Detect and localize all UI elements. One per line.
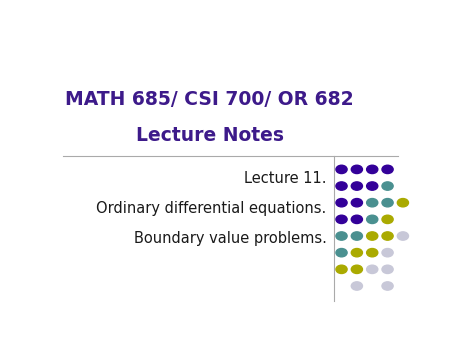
Circle shape: [382, 165, 393, 173]
Circle shape: [351, 265, 362, 273]
Circle shape: [367, 215, 378, 223]
Circle shape: [382, 282, 393, 290]
Circle shape: [367, 248, 378, 257]
Circle shape: [367, 265, 378, 273]
Circle shape: [336, 198, 347, 207]
Circle shape: [382, 265, 393, 273]
Circle shape: [382, 232, 393, 240]
Circle shape: [336, 215, 347, 223]
Circle shape: [367, 232, 378, 240]
Circle shape: [367, 182, 378, 190]
Circle shape: [397, 198, 409, 207]
Circle shape: [382, 248, 393, 257]
Circle shape: [351, 215, 362, 223]
Circle shape: [351, 198, 362, 207]
Circle shape: [336, 265, 347, 273]
Circle shape: [367, 165, 378, 173]
Circle shape: [367, 198, 378, 207]
Text: Lecture Notes: Lecture Notes: [136, 126, 284, 145]
Circle shape: [351, 248, 362, 257]
Text: Boundary value problems.: Boundary value problems.: [134, 231, 327, 246]
Circle shape: [351, 232, 362, 240]
Circle shape: [382, 215, 393, 223]
Text: MATH 685/ CSI 700/ OR 682: MATH 685/ CSI 700/ OR 682: [65, 90, 354, 108]
Circle shape: [336, 248, 347, 257]
Circle shape: [336, 182, 347, 190]
Circle shape: [397, 232, 409, 240]
Circle shape: [336, 232, 347, 240]
Circle shape: [336, 165, 347, 173]
Circle shape: [351, 282, 362, 290]
Circle shape: [351, 182, 362, 190]
Text: Ordinary differential equations.: Ordinary differential equations.: [96, 201, 327, 216]
Circle shape: [382, 182, 393, 190]
Text: Lecture 11.: Lecture 11.: [244, 171, 327, 186]
Circle shape: [382, 198, 393, 207]
Circle shape: [351, 165, 362, 173]
